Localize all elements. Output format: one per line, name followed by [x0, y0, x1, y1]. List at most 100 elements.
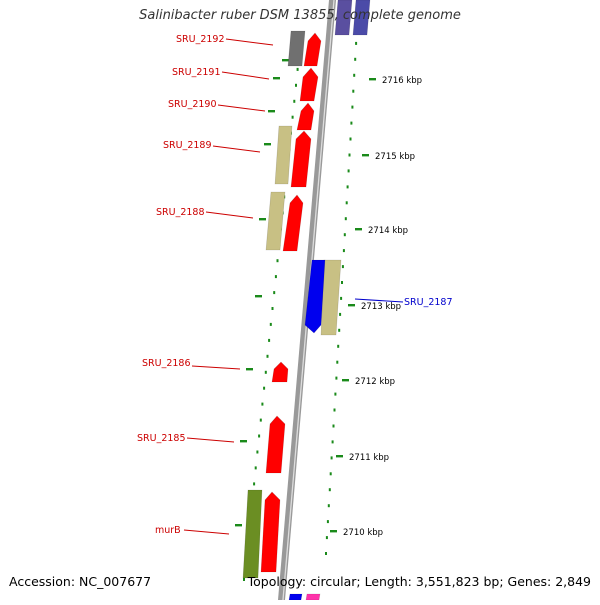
inner-dot — [328, 488, 331, 492]
inner-dot — [340, 296, 343, 300]
outer-dot — [291, 115, 294, 119]
outer-tick — [235, 524, 242, 527]
outer-dot — [274, 275, 277, 279]
label-leader — [183, 529, 230, 535]
cds-arrow — [305, 593, 321, 601]
inner-dot — [354, 57, 357, 61]
outer-dot — [293, 99, 296, 103]
scale-tick — [362, 154, 369, 157]
inner-dot — [345, 201, 348, 205]
gene-labels: SRU_2192 SRU_2191 SRU_2190 SRU_2189 SRU_2188… — [137, 34, 453, 536]
inner-dot — [343, 233, 346, 237]
inner-dot — [332, 424, 335, 428]
scale-label: 2716 kbp — [382, 76, 422, 86]
cog-box — [334, 0, 353, 36]
outer-dot — [264, 370, 267, 374]
cds-arrow — [296, 102, 315, 131]
scale-tick — [348, 304, 355, 307]
outer-dot — [273, 291, 276, 295]
cog-box — [242, 489, 263, 579]
outer-dot — [261, 402, 264, 406]
cds-arrow-reverse — [304, 259, 326, 334]
label-leader — [191, 365, 241, 370]
outer-tick — [246, 368, 253, 371]
inner-dot — [329, 472, 332, 476]
inner-dot — [351, 105, 354, 109]
cog-box — [265, 191, 286, 251]
outer-tick — [259, 218, 266, 221]
label-leader — [225, 38, 274, 46]
inner-dot — [335, 376, 338, 380]
scale-label: 2711 kbp — [349, 453, 389, 463]
label-leader — [221, 71, 270, 80]
inner-dot — [347, 169, 350, 173]
cds-arrow — [282, 194, 304, 252]
gene-label: SRU_2189 — [163, 140, 212, 151]
inner-dot — [349, 137, 352, 141]
gene-label: SRU_2191 — [172, 67, 221, 78]
inner-dot — [338, 328, 341, 332]
inner-dot — [348, 153, 351, 157]
inner-dot — [325, 552, 327, 555]
scale-label: 2715 kbp — [375, 152, 415, 162]
inner-dot — [350, 121, 353, 125]
inner-dot — [331, 440, 334, 444]
inner-dot — [355, 41, 358, 45]
inner-dot — [326, 520, 329, 524]
outer-tick — [255, 295, 262, 298]
scale-tick — [336, 455, 343, 458]
label-leader — [205, 211, 254, 219]
outer-dot — [253, 482, 256, 486]
outer-tick — [264, 143, 271, 146]
inner-dot — [346, 185, 349, 189]
genome-summary-text: Topology: circular; Length: 3,551,823 bp… — [247, 574, 591, 589]
inner-dot — [353, 73, 356, 77]
label-leader — [354, 298, 404, 303]
cds-arrow — [271, 361, 289, 383]
inner-dot — [336, 360, 339, 364]
outer-dot — [259, 418, 262, 422]
cds-arrow — [303, 32, 322, 67]
inner-dot — [352, 89, 355, 93]
outer-tick — [268, 110, 275, 113]
outer-dot — [256, 450, 259, 454]
map-title: Salinibacter ruber DSM 13855, complete g… — [139, 8, 461, 23]
inner-dot — [341, 265, 344, 269]
inner-dot — [344, 217, 347, 221]
inner-dot — [327, 504, 330, 508]
outer-dot — [243, 578, 245, 581]
scale-label: 2712 kbp — [355, 377, 395, 387]
outer-dot — [296, 67, 299, 71]
gene-label: SRU_2188 — [156, 207, 205, 218]
cog-box — [352, 0, 371, 36]
label-leader — [212, 145, 261, 153]
scale-tick — [355, 228, 362, 231]
cds-arrow — [265, 415, 286, 474]
label-leader — [217, 104, 266, 112]
inner-dot — [325, 536, 328, 540]
outer-tick — [273, 77, 280, 80]
cds-arrow-reverse — [288, 593, 303, 601]
scale-tick — [369, 78, 376, 81]
cog-box — [320, 259, 342, 336]
gene-features — [242, 0, 371, 601]
inner-dot — [342, 249, 345, 253]
inner-dot — [330, 456, 333, 460]
scale-tick — [342, 379, 349, 382]
inner-dot — [337, 344, 340, 348]
outer-dot — [269, 322, 272, 326]
outer-dot — [254, 466, 257, 470]
inner-dot — [333, 408, 336, 412]
gene-label: SRU_2186 — [142, 358, 191, 369]
scale-tick — [330, 530, 337, 533]
inner-dot — [334, 392, 337, 396]
gene-label: SRU_2185 — [137, 433, 186, 444]
outer-dot — [295, 83, 297, 87]
gene-label: SRU_2190 — [168, 99, 217, 110]
outer-dot — [276, 259, 279, 263]
label-leader — [186, 437, 235, 443]
outer-dot — [263, 386, 266, 390]
scale-label: 2713 kbp — [361, 302, 401, 312]
cds-arrow — [290, 130, 312, 188]
